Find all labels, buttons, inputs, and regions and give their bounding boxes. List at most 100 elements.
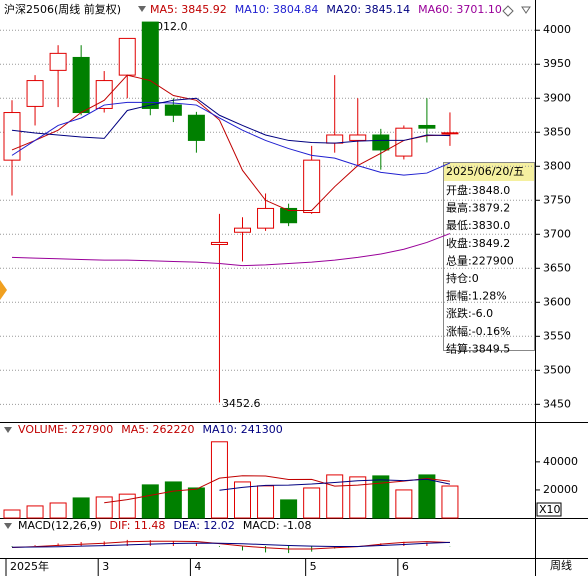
volume-bar bbox=[141, 484, 159, 519]
info-line: 收盘:3849.2 bbox=[446, 236, 510, 250]
info-date: 2025/06/20/五 bbox=[446, 165, 524, 178]
menu-icon[interactable] bbox=[4, 427, 12, 433]
info-box bbox=[443, 162, 535, 351]
volume-bar bbox=[234, 481, 251, 519]
volume-bar bbox=[3, 509, 21, 519]
y-tick-label: 3450 bbox=[543, 397, 571, 410]
candle-body bbox=[326, 134, 344, 144]
y-tick-label: 4000 bbox=[543, 23, 571, 36]
y-tick-label: 3550 bbox=[543, 329, 571, 342]
volume-bar bbox=[187, 487, 205, 519]
zoom-box[interactable] bbox=[536, 502, 562, 517]
legend-entry: MA20: 3845.14 bbox=[326, 3, 410, 16]
y-tick-label: 3950 bbox=[543, 57, 571, 70]
period-label: 周线 bbox=[550, 558, 572, 572]
volume-bar bbox=[49, 502, 67, 519]
panel-title: VOLUME: 227900 bbox=[18, 423, 113, 436]
volume-bar bbox=[95, 496, 113, 519]
candle-body bbox=[118, 37, 136, 76]
x-tick-label: 4 bbox=[194, 560, 201, 573]
menu-icon[interactable] bbox=[4, 523, 12, 529]
info-line: 开盘:3848.0 bbox=[446, 183, 510, 197]
ma-line bbox=[11, 541, 450, 548]
chart-title: 沪深2506(周线 前复权) bbox=[4, 2, 121, 16]
x-tick-label: 5 bbox=[310, 560, 317, 573]
candle-body bbox=[257, 207, 275, 229]
candle-body bbox=[26, 80, 44, 107]
volume-bar bbox=[26, 505, 44, 519]
menu-icon[interactable] bbox=[138, 6, 146, 12]
panel-title: MACD(12,26,9) bbox=[18, 519, 102, 532]
legend-entry: MA5: 3845.92 bbox=[150, 3, 227, 16]
y-tick-label: 20000 bbox=[543, 483, 578, 496]
volume-bar bbox=[257, 485, 275, 519]
volume-bar bbox=[303, 487, 321, 519]
info-line: 最低:3830.0 bbox=[446, 219, 510, 232]
legend-entry: MACD: -1.08 bbox=[243, 519, 312, 532]
ma-line bbox=[11, 233, 451, 267]
ma-line bbox=[104, 475, 451, 504]
info-line: 振幅:1.28% bbox=[446, 289, 507, 303]
ma-line bbox=[11, 540, 450, 550]
candle-body bbox=[349, 134, 367, 141]
info-line: 涨幅:-0.16% bbox=[446, 325, 511, 338]
icon[interactable] bbox=[521, 6, 531, 14]
annotation: 3452.6 bbox=[222, 397, 261, 410]
volume-bar bbox=[326, 474, 344, 519]
volume-bar bbox=[280, 499, 298, 519]
info-line: 最高:3879.2 bbox=[446, 201, 510, 215]
side-tab bbox=[0, 280, 7, 300]
ma-line bbox=[11, 74, 450, 211]
candle-body bbox=[280, 207, 298, 224]
x-tick-label: 6 bbox=[402, 560, 409, 573]
candle-body bbox=[49, 52, 67, 71]
candle-body bbox=[95, 80, 113, 109]
icon[interactable] bbox=[502, 5, 514, 17]
candle-body bbox=[187, 114, 205, 141]
candle-body bbox=[303, 159, 321, 214]
info-line: 结算:3849.5 bbox=[446, 341, 510, 355]
candle-body bbox=[372, 134, 390, 151]
y-tick-label: 40000 bbox=[543, 455, 578, 468]
volume-bar bbox=[349, 476, 367, 519]
legend-entry: MA10: 241300 bbox=[202, 423, 282, 436]
y-tick-label: 3900 bbox=[543, 91, 571, 104]
candle-body bbox=[441, 132, 459, 135]
info-line: 涨跌:-6.0 bbox=[446, 306, 493, 320]
volume-bar bbox=[164, 481, 182, 519]
volume-bar bbox=[395, 489, 413, 519]
legend-entry: DEA: 12.02 bbox=[173, 519, 234, 532]
volume-bar bbox=[418, 474, 436, 519]
info-line: 总量:227900 bbox=[446, 253, 514, 267]
y-tick-label: 3600 bbox=[543, 295, 571, 308]
ma-line bbox=[219, 478, 451, 491]
volume-bar bbox=[441, 485, 459, 519]
zoom-label[interactable]: X10 bbox=[539, 503, 561, 516]
y-tick-label: 3700 bbox=[543, 227, 571, 240]
y-tick-label: 3750 bbox=[543, 193, 571, 206]
legend-entry: MA60: 3701.10 bbox=[418, 3, 502, 16]
volume-bar bbox=[72, 497, 90, 519]
x-tick-label: 2025年 bbox=[10, 559, 49, 573]
candle-body bbox=[234, 227, 251, 233]
legend-entry: MA10: 3804.84 bbox=[235, 3, 319, 16]
ma-line bbox=[11, 97, 450, 144]
legend-entry: DIF: 11.48 bbox=[110, 519, 166, 532]
volume-bar bbox=[372, 475, 390, 519]
y-tick-label: 3500 bbox=[543, 363, 571, 376]
info-line: 持仓:0 bbox=[446, 271, 479, 285]
candle-body bbox=[72, 56, 90, 114]
y-tick-label: 3650 bbox=[543, 261, 571, 274]
legend-entry: MA5: 262220 bbox=[121, 423, 194, 436]
candle-body bbox=[418, 124, 436, 129]
info-date-bg bbox=[444, 163, 534, 181]
volume-bar bbox=[118, 493, 136, 519]
candle-body bbox=[210, 241, 228, 245]
candle-body bbox=[395, 127, 413, 157]
candle-body bbox=[164, 104, 182, 116]
candle-body bbox=[3, 112, 21, 161]
volume-bar bbox=[210, 441, 228, 519]
x-tick-label: 3 bbox=[102, 560, 109, 573]
y-tick-label: 3800 bbox=[543, 159, 571, 172]
